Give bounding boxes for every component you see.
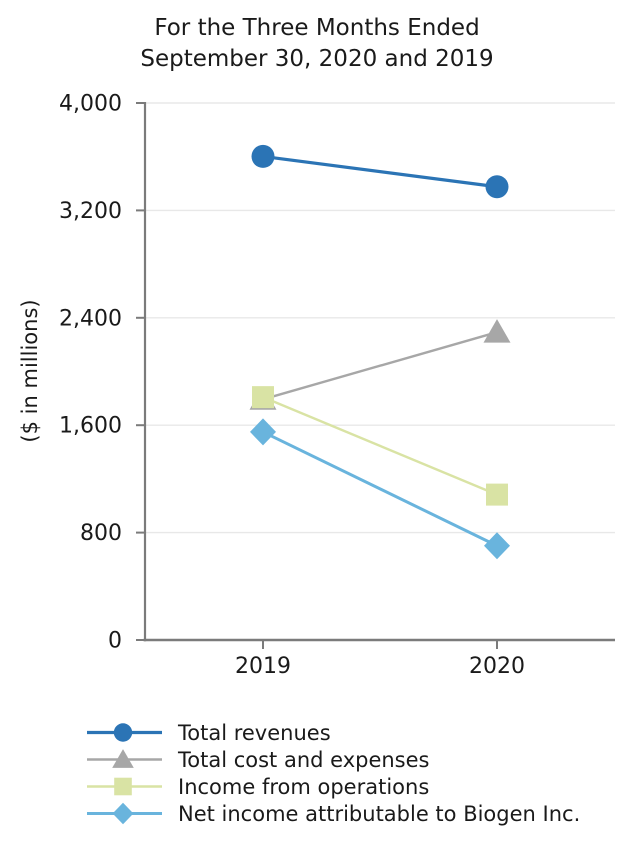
series-line xyxy=(262,396,498,496)
legend-label: Net income attributable to Biogen Inc. xyxy=(178,801,581,826)
legend-item-net-income-attributable-to-biogen-inc: Net income attributable to Biogen Inc. xyxy=(87,800,580,827)
series-total-revenues xyxy=(251,144,509,199)
square-marker-icon xyxy=(252,386,274,409)
y-tick-label: 0 xyxy=(108,629,122,654)
series-total-cost-and-expenses xyxy=(249,319,511,410)
series-income-from-operations xyxy=(252,386,508,506)
line-chart: 0 800 1,600 2,400 3,200 4,000 2019 2020 ($ in mi… xyxy=(18,92,615,679)
legend-label: Total revenues xyxy=(178,720,331,745)
legend-item-income-from-operations: Income from operations xyxy=(87,773,580,800)
legend-item-total-revenues: Total revenues xyxy=(87,719,580,746)
series-net-income-attributable-to-biogen-inc xyxy=(250,418,510,560)
diamond-marker-icon xyxy=(484,532,510,560)
y-axis-label: ($ in millions) xyxy=(18,299,42,442)
y-tick-label: 800 xyxy=(80,521,122,546)
legend-key-total-revenues xyxy=(87,723,162,742)
x-tick-label: 2020 xyxy=(469,654,525,679)
diamond-marker-icon xyxy=(112,802,134,825)
square-marker-icon xyxy=(114,777,132,796)
legend-label: Total cost and expenses xyxy=(178,747,430,772)
diamond-marker-icon xyxy=(250,418,276,446)
x-tick-label: 2019 xyxy=(235,654,291,679)
y-tick-label: 3,200 xyxy=(59,199,122,224)
legend-key-total-cost-and-expenses xyxy=(87,749,162,768)
legend-key-net-income-attributable-to-biogen-inc xyxy=(87,802,162,825)
triangle-marker-icon xyxy=(112,749,134,768)
legend-label: Income from operations xyxy=(178,774,430,799)
circle-marker-icon xyxy=(251,144,275,168)
legend-key-income-from-operations xyxy=(87,777,162,796)
circle-marker-icon xyxy=(485,175,509,199)
y-tick-label: 1,600 xyxy=(59,414,122,439)
legend-item-total-cost-and-expenses: Total cost and expenses xyxy=(87,746,580,773)
y-tick-label: 2,400 xyxy=(59,306,122,331)
series-line xyxy=(262,430,498,548)
chart-title-line1: For the Three Months Ended xyxy=(154,15,480,41)
series-line xyxy=(262,331,498,401)
y-tick-label: 4,000 xyxy=(59,92,122,117)
circle-marker-icon xyxy=(113,723,133,742)
series-line xyxy=(262,154,498,189)
chart-title-line2: September 30, 2020 and 2019 xyxy=(140,46,494,72)
triangle-marker-icon xyxy=(483,319,511,343)
chart-title: For the Three Months Ended September 30,… xyxy=(0,13,634,75)
square-marker-icon xyxy=(486,483,508,506)
chart-legend: Total revenues Total cost and expenses Inc… xyxy=(87,719,580,827)
